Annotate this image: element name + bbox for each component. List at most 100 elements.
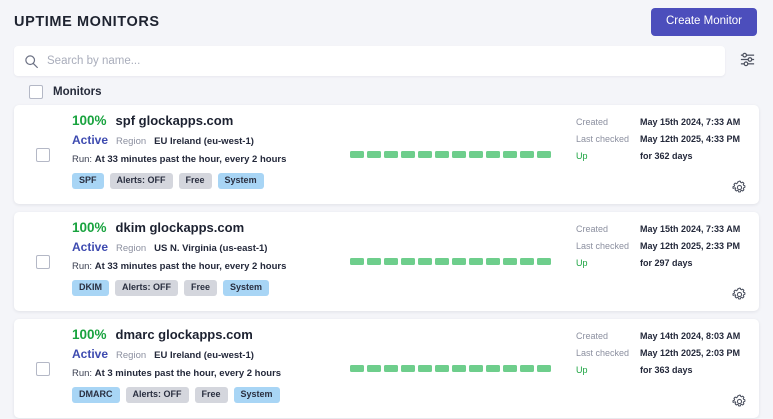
last-checked-label: Last checked <box>576 348 630 358</box>
uptime-segment <box>384 365 398 372</box>
uptime-percent: 100% <box>72 220 107 235</box>
uptime-duration-row: Up for 362 days <box>576 151 749 161</box>
search-input[interactable] <box>47 55 715 67</box>
monitor-tag: Alerts: OFF <box>115 280 179 296</box>
monitor-tag: SPF <box>72 173 104 189</box>
monitor-tag: Free <box>184 280 218 296</box>
created-label: Created <box>576 117 609 127</box>
monitor-tag: System <box>223 280 270 296</box>
monitor-card[interactable]: 100% dmarc glockapps.com Active Region E… <box>14 319 759 418</box>
monitor-tags: DMARC Alerts: OFF Free System <box>72 387 347 403</box>
uptime-segment <box>520 151 534 158</box>
uptime-percent: 100% <box>72 327 107 342</box>
filter-sliders-icon <box>739 51 756 71</box>
search-box[interactable] <box>14 46 725 76</box>
created-value: May 15th 2024, 7:33 AM <box>640 224 741 234</box>
monitor-card[interactable]: 100% spf glockapps.com Active Region EU … <box>14 105 759 204</box>
up-duration-value: for 363 days <box>640 365 693 375</box>
monitor-tag: Alerts: OFF <box>125 387 189 403</box>
monitor-meta: Created May 14th 2024, 8:03 AM Last chec… <box>554 319 759 418</box>
list-header-label: Monitors <box>53 86 102 98</box>
uptime-segment <box>418 365 432 372</box>
uptime-segment <box>486 151 500 158</box>
monitor-title-row: 100% dmarc glockapps.com <box>72 327 347 342</box>
monitor-checkbox[interactable] <box>36 147 50 162</box>
uptime-history-cell <box>347 319 554 418</box>
monitor-tags: SPF Alerts: OFF Free System <box>72 173 347 189</box>
uptime-duration-row: Up for 363 days <box>576 365 749 375</box>
uptime-segment <box>350 258 364 265</box>
monitor-schedule: Run: At 3 minutes past the hour, every 2… <box>72 368 347 379</box>
uptime-segment <box>418 151 432 158</box>
monitor-settings-button[interactable] <box>731 180 747 198</box>
region-value: EU Ireland (eu-west-1) <box>154 350 254 361</box>
last-checked-row: Last checked May 12th 2025, 2:03 PM <box>576 348 749 358</box>
status-badge: Active <box>72 240 109 254</box>
last-checked-value: May 12th 2025, 2:33 PM <box>640 241 741 251</box>
status-badge: Active <box>72 347 109 361</box>
region-value: US N. Virginia (us-east-1) <box>154 243 268 254</box>
created-label: Created <box>576 331 609 341</box>
filter-settings-button[interactable] <box>735 48 759 74</box>
run-schedule-value: At 33 minutes past the hour, every 2 hou… <box>94 154 287 165</box>
monitor-schedule: Run: At 33 minutes past the hour, every … <box>72 261 347 272</box>
monitor-list: 100% spf glockapps.com Active Region EU … <box>0 105 773 418</box>
uptime-segment <box>384 258 398 265</box>
list-header: Monitors <box>0 78 773 105</box>
created-value: May 14th 2024, 8:03 AM <box>640 331 741 341</box>
up-duration-value: for 297 days <box>640 258 693 268</box>
monitor-card[interactable]: 100% dkim glockapps.com Active Region US… <box>14 212 759 311</box>
run-prefix: Run: <box>72 154 93 165</box>
monitor-settings-button[interactable] <box>731 394 747 411</box>
uptime-segment <box>469 258 483 265</box>
uptime-duration-row: Up for 297 days <box>576 258 749 268</box>
monitor-name[interactable]: spf glockapps.com <box>115 113 234 128</box>
monitor-select-cell <box>14 212 72 311</box>
up-duration-value: for 362 days <box>640 151 693 161</box>
monitor-status-row: Active Region EU Ireland (eu-west-1) <box>72 347 347 361</box>
monitor-name[interactable]: dkim glockapps.com <box>115 220 245 235</box>
region-value: EU Ireland (eu-west-1) <box>154 136 254 147</box>
monitor-details: 100% dmarc glockapps.com Active Region E… <box>72 319 347 418</box>
gear-icon <box>731 180 747 198</box>
uptime-segment <box>469 365 483 372</box>
page-title: UPTIME MONITORS <box>14 14 160 30</box>
create-monitor-button[interactable]: Create Monitor <box>650 7 757 37</box>
uptime-segment <box>503 365 517 372</box>
monitor-meta: Created May 15th 2024, 7:33 AM Last chec… <box>554 212 759 311</box>
region-label: Region <box>116 136 147 147</box>
uptime-segment <box>520 365 534 372</box>
created-row: Created May 14th 2024, 8:03 AM <box>576 331 749 341</box>
search-icon <box>24 54 39 69</box>
monitor-checkbox[interactable] <box>36 254 50 269</box>
monitor-tag: DMARC <box>72 387 120 403</box>
up-status-label: Up <box>576 258 588 268</box>
monitor-select-cell <box>14 105 72 204</box>
uptime-segment <box>401 258 415 265</box>
up-status-label: Up <box>576 365 588 375</box>
monitor-name[interactable]: dmarc glockapps.com <box>115 327 253 342</box>
monitor-status-row: Active Region US N. Virginia (us-east-1) <box>72 240 347 254</box>
monitor-tag: DKIM <box>72 280 109 296</box>
uptime-segment <box>452 151 466 158</box>
monitor-select-cell <box>14 319 72 418</box>
uptime-segment <box>367 365 381 372</box>
uptime-history-cell <box>347 212 554 311</box>
monitor-tag: System <box>217 173 264 189</box>
monitor-title-row: 100% dkim glockapps.com <box>72 220 347 235</box>
monitor-settings-button[interactable] <box>731 287 747 305</box>
page-header: UPTIME MONITORS Create Monitor <box>0 0 773 44</box>
last-checked-value: May 12th 2025, 2:03 PM <box>640 348 741 358</box>
gear-icon <box>731 287 747 305</box>
select-all-checkbox[interactable] <box>29 85 43 99</box>
last-checked-label: Last checked <box>576 134 630 144</box>
uptime-history-bar <box>350 258 551 265</box>
uptime-segment <box>520 258 534 265</box>
region-label: Region <box>116 243 147 254</box>
uptime-segment <box>435 151 449 158</box>
uptime-segment <box>350 151 364 158</box>
created-row: Created May 15th 2024, 7:33 AM <box>576 117 749 127</box>
monitor-schedule: Run: At 33 minutes past the hour, every … <box>72 154 347 165</box>
monitor-checkbox[interactable] <box>36 361 50 376</box>
run-schedule-value: At 33 minutes past the hour, every 2 hou… <box>94 261 287 272</box>
